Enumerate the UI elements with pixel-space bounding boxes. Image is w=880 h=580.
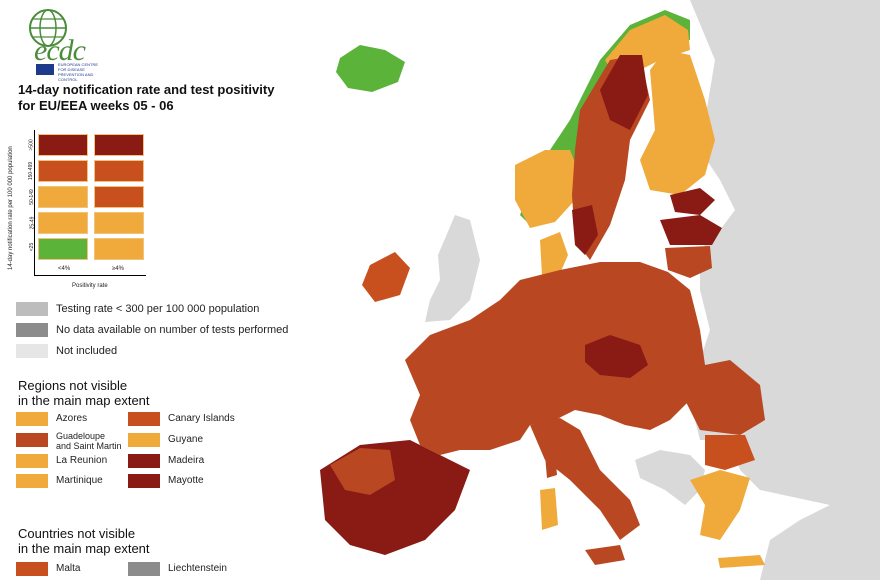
country-liechtenstein: Liechtenstein bbox=[168, 563, 227, 574]
xtick-lt4: <4% bbox=[58, 266, 71, 272]
swatch-azores bbox=[16, 412, 48, 426]
xtick-ge4: ≥4% bbox=[112, 266, 124, 272]
denmark bbox=[540, 232, 568, 278]
regions-title: Regions not visible in the main map exte… bbox=[18, 378, 150, 408]
norway-south bbox=[515, 150, 580, 228]
region-guyane: Guyane bbox=[168, 434, 204, 445]
sicily bbox=[585, 545, 625, 565]
matrix-cell bbox=[38, 160, 88, 182]
swatch-guadeloupe bbox=[16, 433, 48, 447]
region-canary: Canary Islands bbox=[168, 413, 235, 424]
ytick-150: 150-499 bbox=[28, 161, 35, 181]
ytick-500: >500 bbox=[28, 139, 35, 151]
czechia bbox=[585, 335, 648, 378]
matrix-cell bbox=[94, 238, 144, 260]
swatch-liechtenstein bbox=[128, 562, 160, 576]
matrix-cell bbox=[94, 212, 144, 234]
legend-not-included: Not included bbox=[56, 345, 118, 357]
swatch-malta bbox=[16, 562, 48, 576]
iceland bbox=[336, 45, 405, 92]
matrix-y-axis bbox=[34, 130, 35, 275]
spain-regions bbox=[330, 448, 395, 495]
legend-no-data: No data available on number of tests per… bbox=[56, 324, 289, 336]
matrix-cell bbox=[38, 134, 88, 156]
sweden-north-dark bbox=[600, 55, 648, 130]
legend-panel: ecdc EUROPEAN CENTRE FOR DISEASE PREVENT… bbox=[0, 0, 300, 580]
italy bbox=[530, 418, 640, 540]
matrix-cell bbox=[38, 186, 88, 208]
matrix-x-label: Positivity rate bbox=[72, 283, 108, 289]
ireland bbox=[362, 252, 410, 302]
crete bbox=[718, 555, 765, 568]
lithuania bbox=[665, 246, 712, 278]
region-reunion: La Reunion bbox=[56, 455, 108, 466]
region-martinique: Martinique bbox=[56, 475, 103, 486]
matrix-cell bbox=[38, 212, 88, 234]
ytick-lt25: <25 bbox=[29, 242, 36, 252]
romania bbox=[680, 360, 765, 435]
ecdc-logo bbox=[14, 6, 104, 78]
matrix-cell bbox=[94, 160, 144, 182]
region-azores: Azores bbox=[56, 413, 88, 424]
logo-text: ecdc bbox=[34, 34, 86, 67]
swatch-martinique bbox=[16, 474, 48, 488]
swatch-not-included bbox=[16, 344, 48, 358]
map-title: 14-day notification rate and test positi… bbox=[18, 82, 275, 113]
matrix-x-axis bbox=[34, 275, 146, 276]
latvia bbox=[660, 215, 722, 245]
globe-icon bbox=[29, 9, 67, 47]
region-madeira: Madeira bbox=[168, 455, 205, 466]
swatch-canary bbox=[128, 412, 160, 426]
country-malta: Malta bbox=[56, 563, 81, 574]
matrix-cell bbox=[38, 238, 88, 260]
swatch-mayotte bbox=[128, 474, 160, 488]
land-not-included bbox=[425, 0, 880, 580]
matrix-cell bbox=[94, 134, 144, 156]
bulgaria bbox=[705, 435, 755, 470]
corsica bbox=[545, 452, 557, 478]
sardinia bbox=[540, 488, 558, 530]
swatch-guyane bbox=[128, 433, 160, 447]
countries-title: Countries not visible in the main map ex… bbox=[18, 526, 150, 556]
matrix-y-label: 14-day notification rate per 100 000 pop… bbox=[8, 146, 14, 270]
finland bbox=[640, 50, 715, 195]
legend-testing-rate: Testing rate < 300 per 100 000 populatio… bbox=[56, 303, 260, 315]
logo-subtitle: EUROPEAN CENTRE FOR DISEASE PREVENTION A… bbox=[58, 62, 99, 82]
swatch-testing-rate bbox=[16, 302, 48, 316]
ytick-25: 25-49 bbox=[29, 216, 36, 230]
ytick-50: 50-149 bbox=[28, 189, 35, 205]
central-europe bbox=[405, 262, 705, 455]
sweden-south-dark bbox=[572, 205, 598, 255]
region-guadeloupe: Guadeloupe and Saint Martin bbox=[56, 431, 122, 451]
eu-flag-icon bbox=[36, 64, 54, 75]
swatch-madeira bbox=[128, 454, 160, 468]
swatch-no-data bbox=[16, 323, 48, 337]
swatch-reunion bbox=[16, 454, 48, 468]
matrix-cell bbox=[94, 186, 144, 208]
estonia bbox=[670, 188, 715, 215]
region-mayotte: Mayotte bbox=[168, 475, 204, 486]
greece bbox=[690, 470, 750, 540]
